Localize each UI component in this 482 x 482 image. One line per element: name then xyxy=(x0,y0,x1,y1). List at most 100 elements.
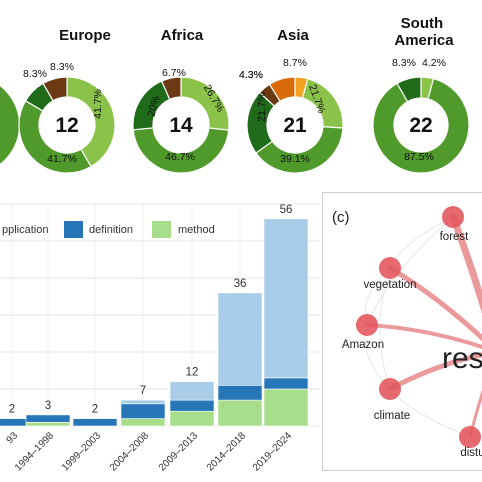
donut-slice-label: 41.7% xyxy=(92,89,104,119)
network-node xyxy=(379,257,401,279)
donut-slice xyxy=(66,76,116,168)
bar-segment-definition xyxy=(217,385,263,401)
network-node xyxy=(379,378,401,400)
donut-slice-label: 39.1% xyxy=(280,153,310,165)
bar-stack-6: 56 xyxy=(263,204,309,427)
network-panel-frame xyxy=(322,192,482,471)
donut-slice-label: 4.3% xyxy=(239,69,263,81)
bar-segment-method xyxy=(169,410,215,427)
donut-slice-label: 4.3% xyxy=(239,69,263,81)
stacked-bar-chart: pplication definition method 2 3 27123656 … xyxy=(0,203,320,474)
donut-hole xyxy=(154,98,208,152)
donut-chart-row: Europe Africa Asia South America 12 41.7%… xyxy=(0,15,470,174)
bar-segment-application xyxy=(120,399,166,405)
donut-slice xyxy=(132,127,230,174)
bar-total-label: 36 xyxy=(234,278,247,290)
donut-slice-label: 8.3% xyxy=(392,57,416,69)
donut-title-south-line2: America xyxy=(394,32,454,49)
network-node xyxy=(442,206,464,228)
bar-stack-1: 3 xyxy=(25,400,71,427)
donut-left xyxy=(0,86,19,164)
bar-segment-definition xyxy=(72,418,118,427)
donut-title-south-line1: South xyxy=(401,15,444,32)
donut-slice-label: 21.7% xyxy=(256,92,268,122)
bar-x-tick: 1999–2003 xyxy=(60,430,103,473)
donut-center-count: 21 xyxy=(283,114,307,137)
donut-left-ring xyxy=(0,86,19,164)
network-node xyxy=(459,426,481,448)
network-edge xyxy=(449,213,482,314)
network-hub-label: res xyxy=(442,342,482,375)
donut-asia: 214.3%21.7%39.1%21.7%4.3%8.7% xyxy=(239,57,344,174)
bar-stack-5: 36 xyxy=(217,278,263,427)
bar-stack-4: 12 xyxy=(169,367,215,427)
bar-total-label: 2 xyxy=(92,404,98,416)
donut-hole xyxy=(40,98,94,152)
bar-segment-application xyxy=(169,381,215,401)
network-panel: (c) forest vegetation Amazon climate disturb… xyxy=(322,192,482,471)
bar-segment-application xyxy=(263,218,309,379)
donut-slice-label: 46.7% xyxy=(165,151,195,163)
donut-slice xyxy=(396,76,422,103)
donut-title-europe: Europe xyxy=(59,27,111,44)
legend-swatch-method xyxy=(152,221,171,238)
legend-label-method: method xyxy=(178,224,215,236)
bar-segment-application xyxy=(217,292,263,386)
network-node-label: disturban xyxy=(460,447,482,459)
donut-slice xyxy=(255,126,344,174)
network-node-label: climate xyxy=(374,410,410,422)
donut-slice xyxy=(18,100,92,174)
donut-slice-label: 6.7% xyxy=(162,67,186,79)
donut-slice-label: 20% xyxy=(146,95,163,118)
bar-total-label: 12 xyxy=(186,367,199,379)
donut-slice-label: 4.2% xyxy=(422,57,446,69)
bar-segment-definition xyxy=(169,399,215,412)
bar-segment-definition xyxy=(25,414,71,423)
bar-x-tick: 2004–2008 xyxy=(108,430,151,473)
donut-slice xyxy=(160,76,182,101)
bar-segment-method xyxy=(120,418,166,427)
bars-layer: 2 3 2 7 12 36 56 xyxy=(0,204,309,427)
bar-segment-method xyxy=(263,388,309,427)
donut-slice xyxy=(42,76,68,102)
legend-swatch-definition xyxy=(64,221,83,238)
network-node xyxy=(356,314,378,336)
bar-x-tick: 2009–2013 xyxy=(157,430,200,473)
bar-stack-3: 7 xyxy=(120,385,166,427)
bar-total-label: 2 xyxy=(9,404,15,416)
donut-europe: 12 41.7% 41.7% 8.3%8.3% xyxy=(18,61,116,174)
donut-title-asia: Asia xyxy=(277,27,309,44)
donut-hole xyxy=(395,99,447,151)
bar-total-label: 56 xyxy=(280,204,293,216)
bar-stack-2: 2 xyxy=(72,404,118,427)
donut-slice-label: 41.7% xyxy=(47,153,77,165)
donut-title-south-america: South America xyxy=(394,15,454,49)
donut-center-count: 12 xyxy=(55,114,78,137)
donut-slice xyxy=(268,76,296,103)
bar-total-label: 7 xyxy=(140,385,146,397)
bar-total-label: 3 xyxy=(45,400,51,412)
donut-slice-label: 8.3% xyxy=(50,61,74,73)
donut-slice-label: 87.5% xyxy=(404,151,434,163)
network-edge xyxy=(387,352,482,392)
network-faint-edge xyxy=(379,267,391,390)
network-edge xyxy=(387,265,482,342)
donut-slice-label: 8.3% xyxy=(23,68,47,80)
donut-south-america: 22 4.2% 87.5% 8.3% xyxy=(372,57,470,174)
network-node-label: vegetation xyxy=(363,279,416,291)
network-edge xyxy=(365,323,482,349)
network-node-label: Amazon xyxy=(342,339,384,351)
bar-segment-method xyxy=(25,422,71,427)
network-layer: forest vegetation Amazon climate disturban re… xyxy=(342,206,482,459)
legend-label-definition: definition xyxy=(89,224,133,236)
bar-x-tick: 1994–1998 xyxy=(13,430,56,473)
bar-legend: pplication definition method xyxy=(2,221,215,238)
donut-slice-label: 8.7% xyxy=(283,57,307,69)
bar-segment-definition xyxy=(120,403,166,419)
bar-x-tick: 93 xyxy=(4,430,20,446)
donut-hole xyxy=(268,98,322,152)
network-node-label: forest xyxy=(440,231,470,243)
bar-x-tick: 2019–2024 xyxy=(251,430,294,473)
